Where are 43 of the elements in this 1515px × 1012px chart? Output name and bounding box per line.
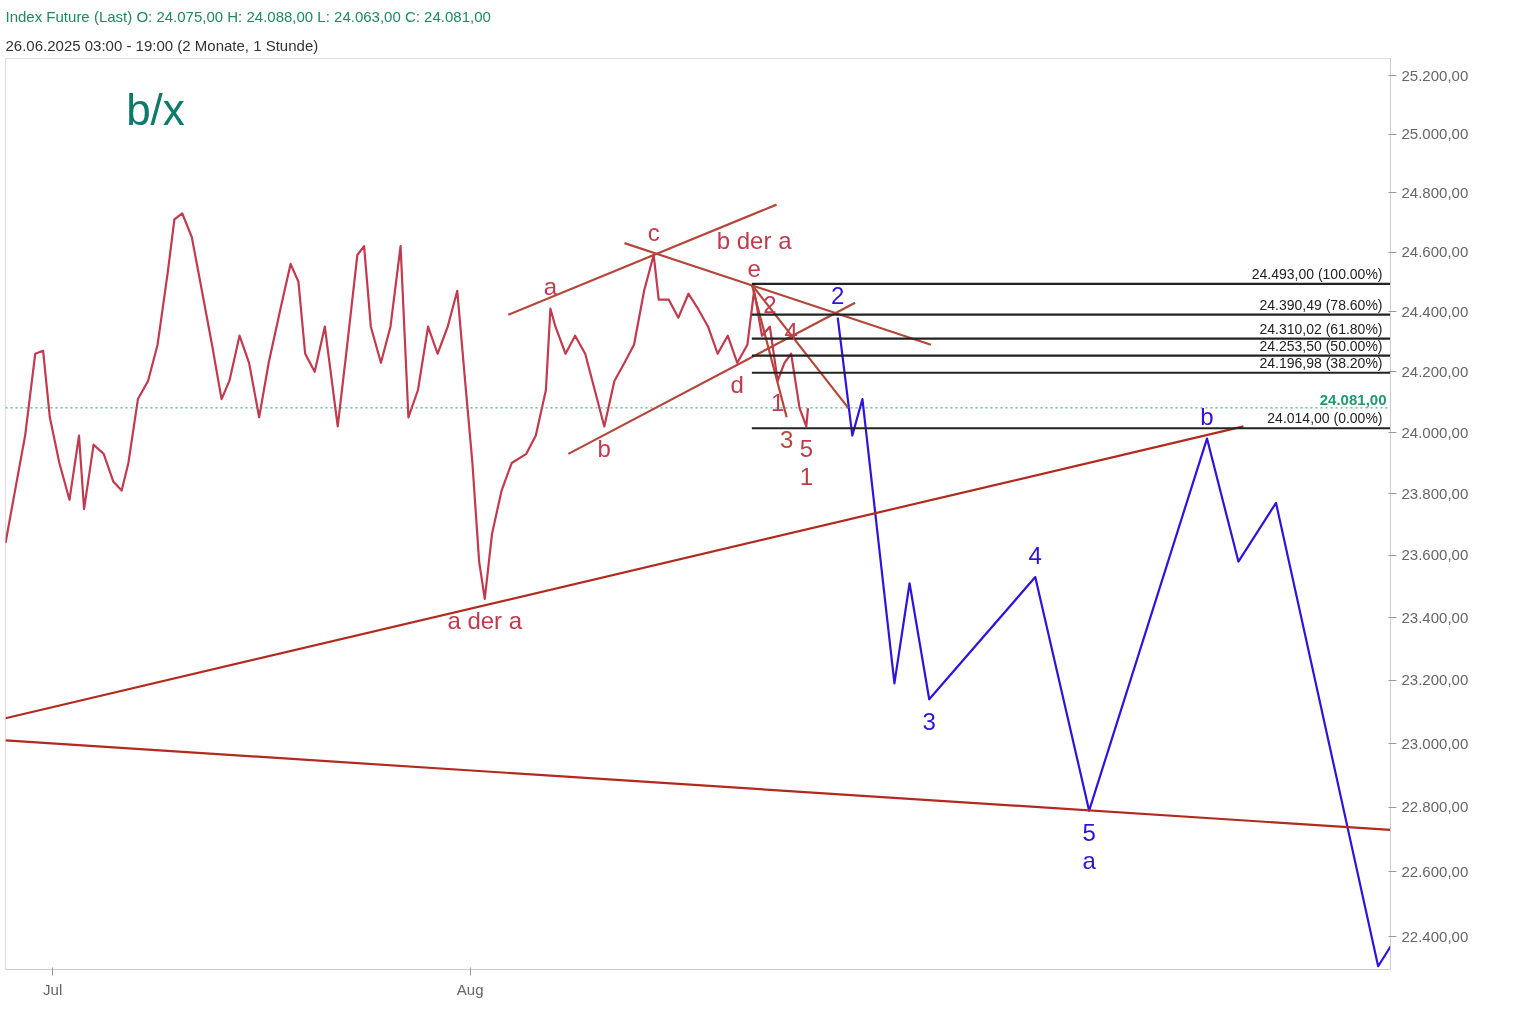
y-tick-label: 25.000,00: [1401, 125, 1469, 143]
annotation: b: [1200, 403, 1214, 431]
y-tick-label: 22.400,00: [1401, 927, 1469, 945]
series-label: 24.390,49 (78.60%): [1259, 296, 1383, 313]
series-label: 24.014,00 (0.00%): [1267, 410, 1383, 427]
x-tick-label: Jul: [43, 980, 63, 998]
annotation: a der a: [447, 607, 523, 635]
series-label: 24.253,50 (50.00%): [1259, 337, 1383, 354]
annotation: a: [543, 273, 558, 301]
annotation: 2: [831, 282, 845, 310]
annotation: 1: [799, 462, 813, 490]
annotation: a: [1082, 847, 1097, 875]
y-tick-label: 25.200,00: [1401, 66, 1469, 84]
annotation: 3: [922, 707, 936, 735]
annotation: d: [730, 371, 744, 399]
ref-line-label: 24.081,00: [1319, 390, 1387, 408]
series-label: 24.310,02 (61.80%): [1259, 320, 1383, 337]
y-tick-label: 22.800,00: [1401, 798, 1469, 816]
annotation: b/x: [126, 85, 185, 134]
annotation: 4: [1028, 541, 1042, 569]
y-tick-label: 23.400,00: [1401, 608, 1469, 626]
chart-subtitle: 26.06.2025 03:00 - 19:00 (2 Monate, 1 Stunde): [5, 36, 319, 54]
chart-title: Index Future (Last) O: 24.075,00 H: 24.088,00 L: 24.063,00 C: 24.081,00: [5, 7, 491, 25]
annotation: 5: [799, 434, 813, 462]
annotation: c: [647, 219, 660, 247]
y-tick-label: 23.200,00: [1401, 671, 1469, 689]
y-tick-label: 24.800,00: [1401, 183, 1469, 201]
series-label: 24.196,98 (38.20%): [1259, 354, 1383, 371]
y-tick-label: 23.000,00: [1401, 734, 1469, 752]
annotation: 5: [1082, 819, 1096, 847]
y-tick-label: 23.600,00: [1401, 546, 1469, 564]
y-tick-label: 23.800,00: [1401, 484, 1469, 502]
y-tick-label: 24.600,00: [1401, 243, 1469, 261]
y-tick-label: 24.000,00: [1401, 423, 1469, 441]
series-label: 24.493,00 (100.00%): [1251, 265, 1383, 282]
y-tick-label: 24.400,00: [1401, 302, 1469, 320]
annotation: b der a: [716, 227, 793, 255]
annotation: e: [747, 255, 761, 283]
x-tick-label: Aug: [456, 980, 484, 998]
annotation: 3: [779, 425, 794, 453]
y-tick-label: 24.200,00: [1401, 362, 1469, 380]
annotation: b: [597, 434, 611, 462]
y-tick-label: 22.600,00: [1401, 862, 1469, 880]
